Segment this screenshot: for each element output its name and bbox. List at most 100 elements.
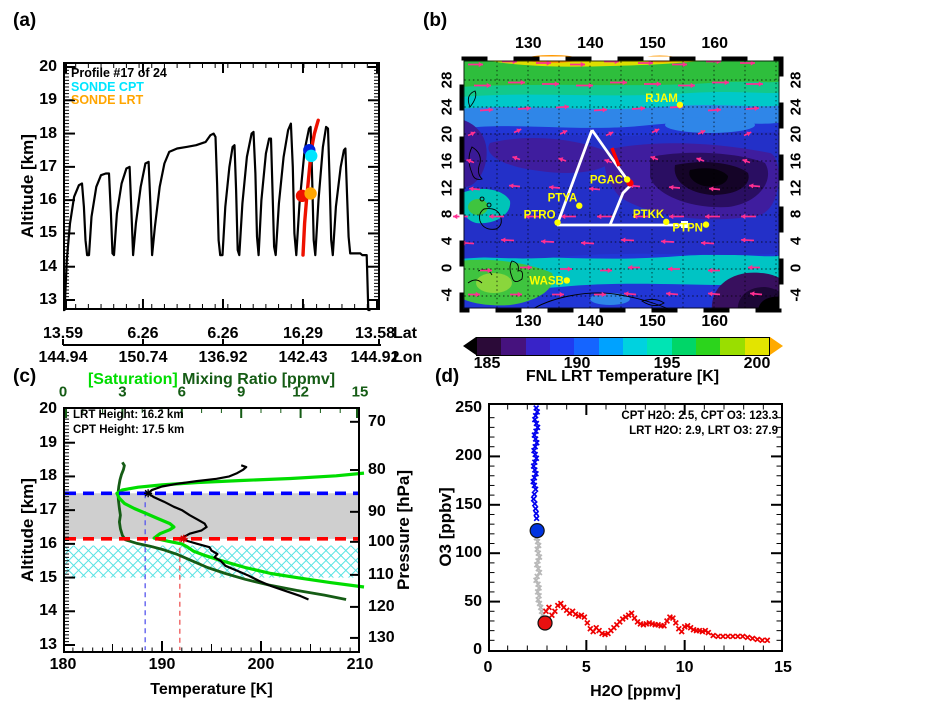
panel-c-ytick: 14 (39, 602, 57, 620)
panel-a-axis-tick (302, 339, 304, 345)
station-label-PGAC: PGAC (590, 174, 623, 186)
colorbar-body (476, 337, 770, 356)
panel-c-ytick: 13 (39, 636, 57, 653)
TTL-between-LRT-and-CPT-points (532, 530, 547, 622)
lrt-marker (537, 615, 553, 631)
colorbar-segment (744, 338, 769, 355)
panel-a-ytick: 13 (39, 291, 57, 308)
colorbar-over-arrow (770, 337, 783, 355)
colorbar (463, 337, 783, 356)
panel-a-ytick: 16 (39, 191, 57, 209)
colorbar-segment (574, 338, 599, 355)
panel-d-letter: (d) (435, 366, 460, 387)
map-lat-tick-left: 16 (438, 152, 456, 169)
map-lat-tick-left: 28 (438, 71, 456, 89)
panel-d-ytick: 100 (455, 544, 482, 562)
colorbar-segment (695, 338, 721, 355)
panel-c-xlabel: Temperature [K] (150, 681, 273, 698)
map-lon-tick-bottom: 150 (639, 313, 666, 330)
map-lat-tick-left: 12 (438, 179, 456, 196)
station-label-PTPN: PTPN (672, 223, 703, 235)
colorbar-segment (598, 338, 623, 355)
map-lat-tick-right: 4 (787, 237, 805, 246)
panel-a-lat-tick: 13.59 (42, 325, 84, 342)
panel-c-letter: (c) (13, 366, 37, 387)
panel-c-pressure-tick: 100 (368, 532, 395, 550)
panel-a-axis-tick (142, 339, 144, 345)
colorbar-segment (549, 338, 575, 355)
panel-c-ytick: 15 (39, 568, 57, 586)
stratosphere-above-CPT-points (530, 404, 541, 522)
track-red-segment (610, 147, 621, 167)
panel-c-ylabel: Altitude [km] (18, 478, 37, 582)
panel-a-lon-tick: 144.94 (38, 349, 88, 366)
panel-c-pressure-tick: 90 (368, 502, 386, 520)
map-lat-tick-right: 16 (787, 152, 805, 169)
map-lat-tick-left: -4 (438, 288, 456, 302)
panel-c-top-tick: 3 (118, 383, 127, 401)
station-dot-PGAC (623, 176, 631, 183)
sonde-lrt-dot (304, 187, 317, 200)
colorbar-segment (720, 338, 745, 355)
panel-c-ytick: 17 (39, 501, 57, 519)
panel-a-ytick: 17 (39, 157, 57, 175)
panel-c-top-tick: 15 (351, 383, 369, 401)
map-lon-tick-top: 150 (639, 35, 666, 52)
map-lon-tick-bottom: 130 (514, 313, 542, 330)
colorbar-title: FNL LRT Temperature [K] (525, 368, 720, 385)
panel-a-ytick: 19 (39, 91, 57, 109)
map-lat-tick-right: 0 (787, 264, 805, 273)
colorbar-tick: 190 (563, 355, 591, 372)
station-label-RJAM: RJAM (645, 93, 678, 105)
panel-c-xtick: 180 (49, 656, 77, 673)
panel-c-pressure-tick: 80 (368, 461, 386, 479)
panel-a-axis-tick (222, 339, 224, 345)
station-dot-WASB (563, 277, 571, 284)
panel-a-ytick: 14 (39, 257, 57, 275)
cpt-marker (529, 523, 545, 539)
panel-a-lat-tick: 13.58 (354, 325, 396, 342)
map-lat-tick-right: -4 (787, 288, 805, 302)
troposphere-below-LRT-points (542, 600, 771, 644)
station-label-PTKK: PTKK (633, 209, 665, 221)
panel-c-pressure-tick: 130 (368, 628, 395, 646)
legend-sonde-lrt: SONDE LRT (71, 93, 144, 107)
colorbar-segment (671, 338, 696, 355)
panel-c-top-tick: 6 (177, 383, 186, 401)
station-label-PTYA: PTYA (548, 193, 578, 205)
colorbar-tick: 200 (743, 355, 771, 372)
panel-c-title-saturation: [Saturation] (87, 371, 178, 388)
map-lon-tick-top: 130 (514, 35, 542, 52)
map-lon-tick-top: 140 (577, 35, 604, 52)
panel-d-xlabel: H2O [ppmv] (590, 683, 681, 700)
panel-d-ytick: 200 (455, 447, 482, 465)
panel-c-ytick: 20 (39, 400, 57, 417)
legend-profile-count: Profile #17 of 24 (71, 66, 167, 80)
panel-a-altitude-plot (63, 62, 380, 312)
map-lat-tick-left: 24 (438, 98, 456, 116)
panel-c-pressure-tick: 110 (368, 565, 394, 583)
ttl-gray-band (65, 493, 358, 539)
colorbar-segment (647, 338, 672, 355)
panel-a-ytick: 20 (39, 58, 57, 75)
colorbar-segment (622, 338, 648, 355)
legend-sonde-cpt: SONDE CPT (71, 80, 144, 94)
map-lon-tick-bottom: 140 (577, 313, 604, 330)
panel-c-xtick: 200 (247, 656, 275, 673)
colorbar-segment (525, 338, 550, 355)
panel-c-ytick: 19 (39, 433, 57, 451)
flight-altitude-line (63, 122, 371, 312)
panel-c-top-title: [Saturation] Mixing Ratio [ppmv] (63, 371, 360, 389)
panel-c-cpt-annotation: CPT Height: 17.5 km (73, 424, 185, 436)
map-lat-tick-left: 20 (438, 125, 456, 143)
panel-c-top-tick: 12 (292, 383, 309, 401)
colorbar-tick: 185 (473, 355, 501, 372)
panel-d-ytick: 0 (473, 641, 482, 658)
panel-b-letter: (b) (423, 10, 448, 31)
panel-a-lon-tick: 144.92 (350, 349, 400, 366)
colorbar-segment (477, 338, 502, 355)
panel-c-ytick: 16 (39, 534, 57, 552)
map-lon-tick-top: 160 (701, 35, 729, 52)
panel-c-ytick: 18 (39, 467, 57, 485)
